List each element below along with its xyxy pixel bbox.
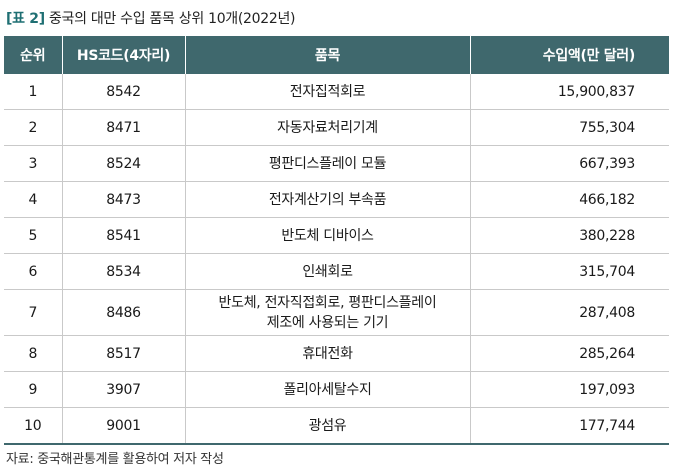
cell-hs-code: 8541: [61, 217, 185, 254]
cell-hs-code: 8542: [61, 74, 185, 110]
cell-amount: 667,393: [469, 145, 669, 182]
cell-rank: 3: [4, 145, 62, 182]
cell-amount: 287,408: [469, 289, 669, 336]
table-row: 5 8541 반도체 디바이스 380,228: [4, 217, 669, 254]
cell-hs-code: 8534: [61, 253, 185, 290]
cell-rank: 7: [4, 289, 62, 336]
table-row: 3 8524 평판디스플레이 모듈 667,393: [4, 145, 669, 182]
header-rank: 순위: [4, 36, 62, 74]
table-row: 9 3907 폴리아세탈수지 197,093: [4, 371, 669, 408]
cell-item: 평판디스플레이 모듈: [184, 145, 470, 182]
table-header: 순위 HS코드(4자리) 품목 수입액(만 달러): [4, 36, 669, 74]
cell-item: 휴대전화: [184, 335, 470, 372]
cell-amount: 315,704: [469, 253, 669, 290]
cell-rank: 8: [4, 335, 62, 372]
table-row: 1 8542 전자집적회로 15,900,837: [4, 74, 669, 110]
cell-hs-code: 8517: [61, 335, 185, 372]
table-row: 7 8486 반도체, 전자직접회로, 평판디스플레이 제조에 사용되는 기기 …: [4, 289, 669, 336]
cell-hs-code: 8471: [61, 109, 185, 146]
cell-item-line: 반도체, 전자직접회로, 평판디스플레이: [218, 294, 437, 311]
cell-item-line: 제조에 사용되는 기기: [266, 314, 389, 331]
cell-rank: 1: [4, 74, 62, 110]
cell-amount: 380,228: [469, 217, 669, 254]
table-row: 6 8534 인쇄회로 315,704: [4, 253, 669, 290]
cell-rank: 9: [4, 371, 62, 408]
table-body: 1 8542 전자집적회로 15,900,837 2 8471 자동자료처리기계…: [4, 74, 669, 445]
cell-amount: 285,264: [469, 335, 669, 372]
table-caption: [표 2] 중국의 대만 수입 품목 상위 10개(2022년): [6, 8, 296, 28]
table-title: 중국의 대만 수입 품목 상위 10개(2022년): [48, 11, 296, 27]
cell-amount: 755,304: [469, 109, 669, 146]
cell-rank: 5: [4, 217, 62, 254]
table-row: 10 9001 광섬유 177,744: [4, 407, 669, 445]
header-hs-code: HS코드(4자리): [61, 36, 185, 74]
cell-item: 인쇄회로: [184, 253, 470, 290]
cell-amount: 177,744: [469, 407, 669, 445]
cell-amount: 466,182: [469, 181, 669, 218]
cell-hs-code: 9001: [61, 407, 185, 445]
header-amount: 수입액(만 달러): [469, 36, 669, 74]
cell-amount: 15,900,837: [469, 74, 669, 110]
cell-item: 폴리아세탈수지: [184, 371, 470, 408]
cell-rank: 10: [4, 407, 62, 445]
header-row: 순위 HS코드(4자리) 품목 수입액(만 달러): [4, 36, 669, 74]
cell-item: 전자계산기의 부속품: [184, 181, 470, 218]
cell-rank: 4: [4, 181, 62, 218]
cell-rank: 2: [4, 109, 62, 146]
cell-hs-code: 8473: [61, 181, 185, 218]
cell-hs-code: 8524: [61, 145, 185, 182]
cell-item: 반도체, 전자직접회로, 평판디스플레이 제조에 사용되는 기기: [184, 289, 470, 336]
cell-item: 자동자료처리기계: [184, 109, 470, 146]
header-item: 품목: [184, 36, 470, 74]
table-row: 4 8473 전자계산기의 부속품 466,182: [4, 181, 669, 218]
import-items-table: 순위 HS코드(4자리) 품목 수입액(만 달러) 1 8542 전자집적회로 …: [4, 36, 669, 445]
cell-amount: 197,093: [469, 371, 669, 408]
source-note: 자료: 중국해관통계를 활용하여 저자 작성: [6, 452, 224, 467]
table-row: 2 8471 자동자료처리기계 755,304: [4, 109, 669, 146]
cell-item: 전자집적회로: [184, 74, 470, 110]
table-row: 8 8517 휴대전화 285,264: [4, 335, 669, 372]
cell-hs-code: 3907: [61, 371, 185, 408]
cell-item: 광섬유: [184, 407, 470, 445]
table-number: [표 2]: [6, 11, 45, 27]
cell-hs-code: 8486: [61, 289, 185, 336]
cell-rank: 6: [4, 253, 62, 290]
cell-item: 반도체 디바이스: [184, 217, 470, 254]
